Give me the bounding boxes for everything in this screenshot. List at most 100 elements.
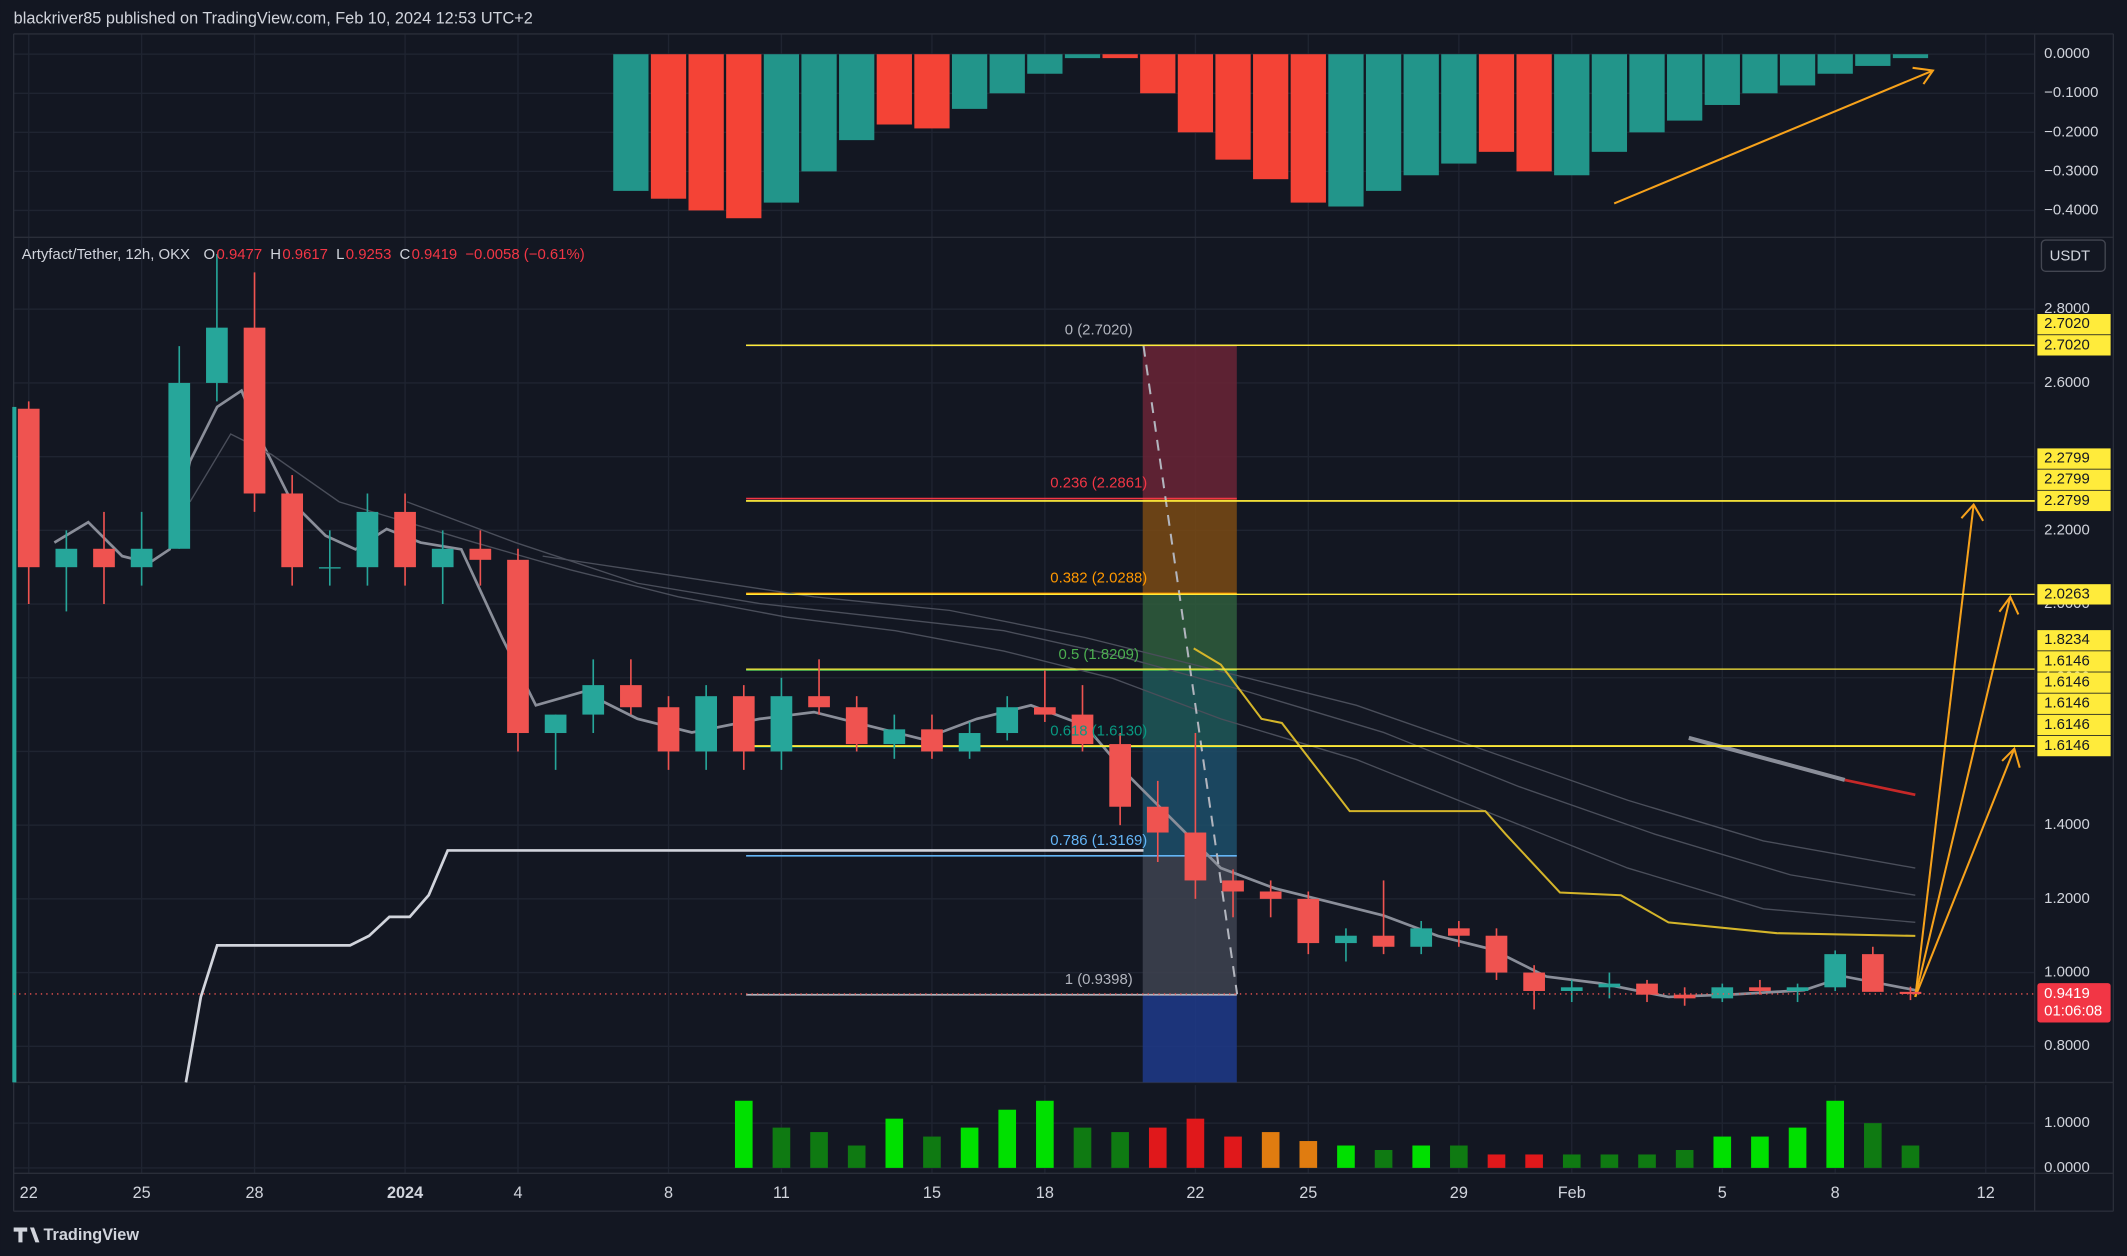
arrow-head	[1912, 66, 1935, 85]
volume-bar	[1901, 1145, 1920, 1168]
candle-body	[281, 493, 304, 568]
price-label-box	[2037, 651, 2111, 672]
volume-bar	[1224, 1136, 1242, 1168]
candle-body	[168, 382, 191, 549]
x-tick-label: 11	[773, 1184, 790, 1202]
candle-body	[1372, 935, 1395, 947]
volume-bar	[1412, 1145, 1431, 1168]
candle-body	[996, 707, 1019, 734]
candle-body	[808, 696, 830, 708]
candle-body	[1824, 954, 1847, 988]
volume-bar	[1450, 1145, 1468, 1168]
oscillator-bar	[1817, 54, 1853, 74]
volume-bar	[1186, 1118, 1205, 1168]
brand: TradingView	[44, 1226, 140, 1244]
x-tick-label: 22	[1186, 1184, 1204, 1202]
y-tick-label: 2.6000	[2044, 374, 2090, 391]
y-tick-label: 0.0000	[2044, 45, 2090, 62]
fib-zone	[1142, 593, 1237, 671]
legend-key: C	[399, 246, 410, 263]
fib-label: 0.5 (1.8209)	[1059, 646, 1139, 663]
arrow	[1914, 596, 2012, 998]
legend-value: 0.9477	[217, 246, 263, 263]
x-tick-label: 2024	[387, 1184, 423, 1202]
oscillator-bar	[1441, 54, 1477, 164]
candle-body	[1184, 832, 1207, 881]
trend-line	[1688, 735, 1846, 782]
candle-body	[544, 714, 567, 734]
y-tick-label: 1.0000	[2044, 1114, 2090, 1131]
fib-zone	[1142, 994, 1237, 1083]
oscillator-bar	[1140, 54, 1176, 94]
candle-body	[732, 696, 755, 752]
volume-bar	[1826, 1100, 1845, 1168]
y-tick-label: 2.2000	[2044, 521, 2090, 538]
last-price-box	[2037, 983, 2111, 1023]
legend-key: O	[204, 246, 216, 263]
candle-body	[206, 327, 228, 383]
x-tick-label: 22	[20, 1184, 38, 1202]
arrow-head	[1998, 594, 2020, 615]
candle-body	[1297, 898, 1320, 944]
fib-zone	[1142, 670, 1237, 747]
price-label-box	[2037, 490, 2111, 512]
fib-label: 0 (2.7020)	[1065, 321, 1133, 338]
projection-line	[1142, 345, 1239, 995]
y-tick-label: 0.0000	[2044, 1159, 2090, 1176]
price-label: 2.7020	[2044, 336, 2090, 353]
oscillator-bar	[1629, 54, 1665, 133]
price-label-box	[2037, 693, 2111, 714]
volume-bar	[1713, 1136, 1732, 1168]
price-label-box	[2037, 584, 2111, 605]
price-label: 1.6146	[2044, 674, 2090, 691]
oscillator-bar	[1027, 54, 1063, 74]
price-label: 1.6146	[2044, 737, 2090, 754]
fib-zone	[1142, 345, 1237, 499]
price-label: 2.2799	[2044, 450, 2090, 467]
oscillator-bar	[1779, 54, 1816, 86]
candle-body	[1071, 714, 1094, 745]
price-label-box	[2037, 314, 2111, 335]
price-label: 2.2799	[2044, 471, 2090, 488]
candle-body	[1673, 994, 1696, 999]
price-label-box	[2037, 714, 2111, 736]
oscillator-bar	[1253, 54, 1289, 180]
candle-body	[1259, 891, 1282, 899]
candle-body	[356, 511, 379, 568]
labels-layer: 22 25 28 2024 4 8 11 15 18 22 25 29 Feb 5 8 12 0.8000 1.0…	[20, 45, 2111, 1202]
candle-body	[1109, 744, 1131, 807]
fib-label: 0.236 (2.2861)	[1050, 475, 1147, 492]
volume-bar	[1864, 1123, 1882, 1168]
y-tick-label: 0.8000	[2044, 1037, 2090, 1054]
candle-body	[1749, 987, 1771, 991]
logo	[13, 1227, 40, 1243]
volume-bar	[1788, 1127, 1807, 1168]
y-tick-label: 1.0000	[2044, 964, 2090, 981]
volume-bar	[1374, 1149, 1393, 1168]
candle-body	[1711, 987, 1734, 999]
candle-body	[1560, 987, 1583, 991]
x-tick-label: 25	[1299, 1184, 1317, 1202]
oscillator-bar	[876, 54, 912, 125]
oscillator-bar	[1591, 54, 1628, 152]
price-label: 1.6146	[2044, 695, 2090, 712]
arrow-head	[1960, 502, 1984, 522]
fib-label: 1 (0.9398)	[1065, 971, 1133, 988]
oscillator-bar	[801, 54, 837, 172]
candle-body	[1034, 707, 1056, 715]
candle-body	[1146, 806, 1169, 833]
candle-body	[1222, 880, 1244, 892]
price-label: 2.2799	[2044, 492, 2090, 509]
oscillator-bar	[1177, 54, 1214, 133]
volume-bar	[1675, 1149, 1694, 1168]
y-tick-label: −0.3000	[2044, 162, 2098, 179]
countdown: 01:06:08	[2044, 1003, 2102, 1020]
fib-label: 0.382 (2.0288)	[1050, 569, 1147, 586]
legend-value: 0.9617	[282, 246, 328, 263]
x-tick-label: 15	[923, 1184, 941, 1202]
candle-body	[582, 685, 605, 715]
volume-bar	[1487, 1154, 1506, 1168]
price-label: 1.6146	[2044, 652, 2090, 669]
volume-bar	[1562, 1154, 1581, 1168]
